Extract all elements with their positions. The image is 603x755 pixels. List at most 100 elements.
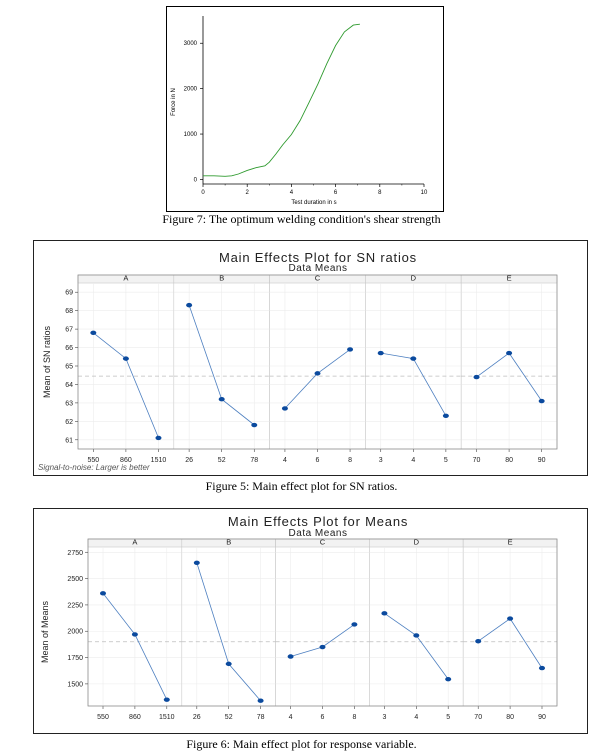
x-tick-label: 26 [185,457,193,464]
effect-point [473,374,480,380]
y-tick-label: 66 [65,345,73,352]
x-tick-label: 550 [87,457,99,464]
panel-header-label: B [219,274,224,283]
main-effects-means-chart: Main Effects Plot for Means Data Means M… [33,508,588,734]
effect-point [538,665,545,671]
chart-subtitle: Data Means [289,528,348,539]
x-tick-label: 80 [505,457,513,464]
x-tick-label: 8 [352,714,356,721]
y-axis-label: Force in N [171,88,177,116]
effect-point [347,347,354,352]
effect-point [155,435,162,441]
x-tick-label: 4 [414,714,418,721]
effect-point [90,330,97,335]
panel-header-label: A [123,274,128,283]
effect-point [475,639,482,644]
panel-header-label: E [508,538,513,547]
y-tick-label: 63 [65,400,73,407]
y-tick-label: 67 [65,327,73,334]
effect-point [218,397,225,402]
effect-point [377,350,384,356]
effect-point [319,644,326,650]
panel-header-label: D [411,274,417,283]
signal-to-noise-note: Signal-to-noise: Larger is better [38,463,150,472]
x-tick-label: 4 [411,457,415,464]
chart-title: Main Effects Plot for SN ratios [219,250,417,265]
y-tick-label: 2250 [67,602,83,609]
effect-point [131,632,138,637]
x-tick-label: 70 [474,714,482,721]
force-series-line [203,23,360,177]
effect-point [314,371,321,376]
x-axis-label: Test duration in s [291,200,336,206]
x-tick-label: 2 [246,190,250,196]
y-axis-label: Mean of SN ratios [42,325,52,398]
figure-6-caption: Figure 6: Main effect plot for response … [186,737,417,751]
effect-point [100,591,107,596]
y-tick-label: 2000 [67,629,83,636]
x-tick-label: 6 [316,457,320,464]
x-tick-label: 8 [378,190,382,196]
y-tick-label: 0 [194,177,198,183]
plot-border [77,274,558,450]
y-tick-label: 2750 [67,550,83,557]
y-axis-label: Mean of Means [40,600,50,663]
effect-point [351,622,358,627]
y-tick-label: 61 [65,437,73,444]
x-tick-label: 8 [348,457,352,464]
panel-header-label: C [320,538,326,547]
plot-border [87,538,558,707]
x-tick-label: 78 [250,457,258,464]
x-tick-label: 1510 [151,457,167,464]
effect-point [163,697,170,702]
panel-header-label: C [315,274,321,283]
x-tick-label: 4 [289,714,293,721]
panel-header-label: A [132,538,137,547]
effect-point [186,302,193,308]
effect-point [193,560,200,565]
y-tick-label: 69 [65,290,73,297]
x-tick-label: 78 [257,714,265,721]
chart-frame [166,6,444,212]
figure-7-caption: Figure 7: The optimum welding condition'… [162,212,441,226]
x-tick-label: 6 [321,714,325,721]
y-tick-label: 62 [65,419,73,426]
x-tick-label: 26 [193,714,201,721]
x-tick-label: 3 [379,457,383,464]
figure-5-caption: Figure 5: Main effect plot for SN ratios… [205,479,398,493]
x-tick-label: 0 [201,190,205,196]
x-tick-label: 4 [290,190,294,196]
effect-point [445,676,452,682]
effect-point [507,616,514,621]
effect-point [281,406,288,411]
panel-header-label: D [414,538,420,547]
y-tick-label: 1750 [67,655,83,662]
y-tick-label: 68 [65,308,73,315]
effect-point [257,698,264,703]
x-tick-label: 52 [225,714,233,721]
panel-header-label: E [507,274,512,283]
y-tick-label: 2500 [67,576,83,583]
effect-point [251,422,258,428]
x-tick-label: 550 [97,714,109,721]
effect-point [442,413,449,418]
effect-point [381,611,388,616]
x-tick-label: 10 [421,190,428,196]
effect-point [538,398,545,404]
y-tick-label: 1000 [184,132,198,138]
x-tick-label: 80 [506,714,514,721]
x-tick-label: 52 [218,457,226,464]
effect-point [410,356,417,361]
x-tick-label: 4 [283,457,287,464]
y-tick-label: 64 [65,382,73,389]
y-tick-label: 65 [65,364,73,371]
main-effects-sn-chart: Main Effects Plot for SN ratios Data Mea… [33,240,588,476]
effect-point [506,350,513,356]
x-tick-label: 860 [129,714,141,721]
x-tick-label: 6 [334,190,338,196]
panel-header-label: B [226,538,231,547]
y-tick-label: 2000 [184,87,198,93]
effect-point [413,633,420,638]
effect-point [225,661,232,667]
